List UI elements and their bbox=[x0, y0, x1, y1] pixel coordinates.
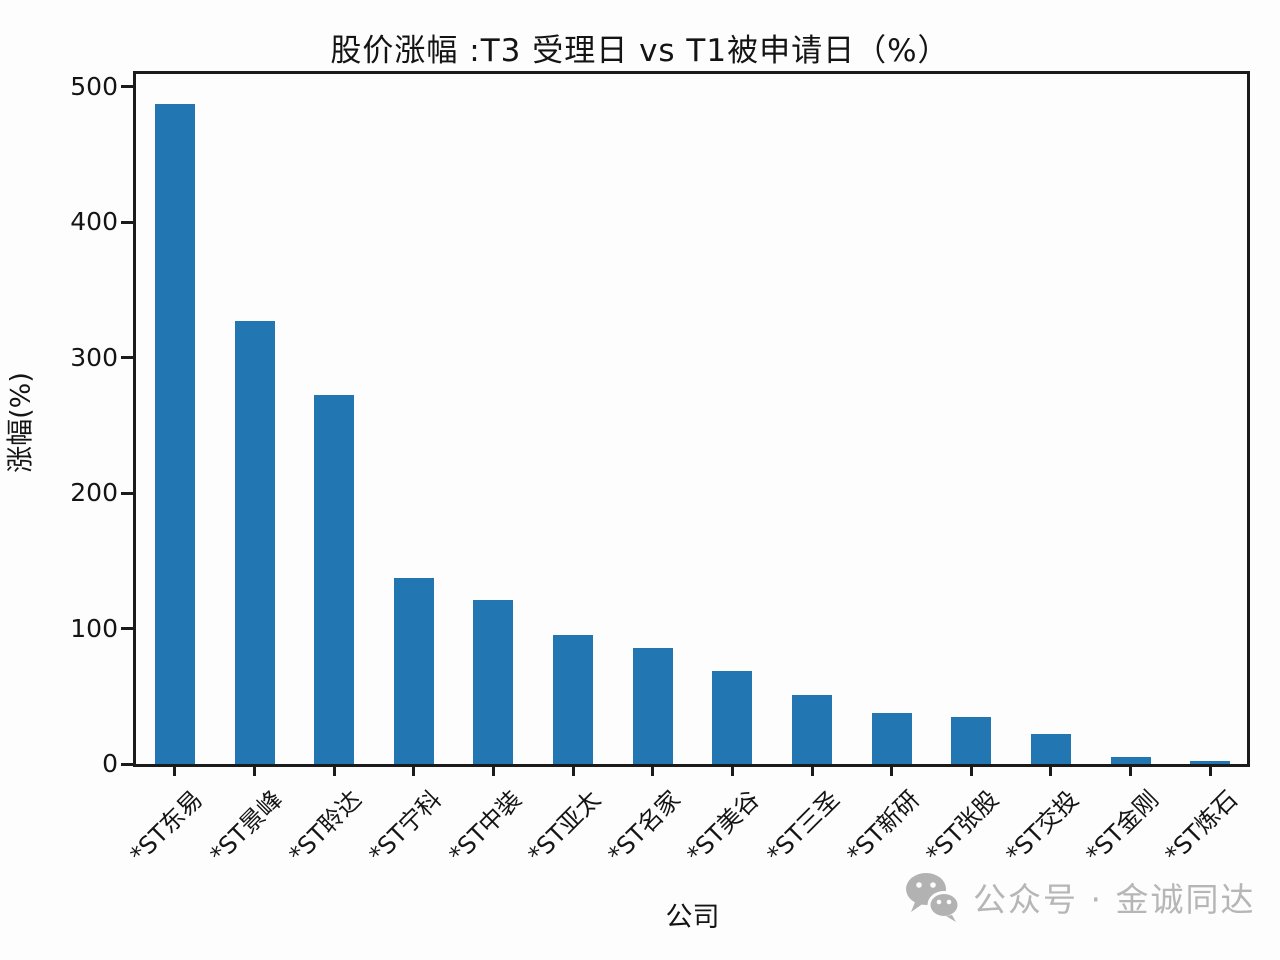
x-tick-label: *ST炼石 bbox=[1159, 785, 1244, 869]
x-axis-bottom-spine bbox=[133, 764, 1250, 767]
y-tick-label: 400 bbox=[70, 207, 118, 236]
x-tick-label: *ST三圣 bbox=[761, 785, 846, 869]
x-tick bbox=[412, 764, 416, 776]
x-tick bbox=[810, 764, 814, 776]
y-tick-label: 300 bbox=[70, 342, 118, 372]
bar-*ST景峰 bbox=[234, 320, 275, 764]
x-tick bbox=[969, 764, 973, 776]
bar-*ST金刚 bbox=[1110, 757, 1151, 764]
bar-*ST宁科 bbox=[393, 578, 434, 764]
x-tick-label: *ST亚太 bbox=[522, 785, 607, 869]
x-tick bbox=[890, 764, 894, 776]
bar-*ST张股 bbox=[951, 716, 992, 764]
x-tick-label: *ST金刚 bbox=[1080, 785, 1164, 869]
x-tick-label: *ST中装 bbox=[443, 785, 527, 869]
right-spine bbox=[1247, 71, 1250, 767]
bar-*ST中装 bbox=[473, 600, 514, 764]
y-axis-title: 涨幅(%) bbox=[5, 372, 37, 473]
bar-*ST名家 bbox=[632, 647, 673, 764]
y-tick bbox=[121, 762, 134, 766]
y-tick-label: 500 bbox=[70, 71, 118, 101]
x-tick bbox=[1129, 764, 1132, 776]
bar-*ST美谷 bbox=[712, 670, 753, 764]
y-axis-left-spine bbox=[133, 71, 136, 767]
x-tick bbox=[1208, 764, 1212, 776]
y-tick-label: 200 bbox=[70, 478, 118, 507]
x-tick-label: *ST景峰 bbox=[204, 785, 288, 869]
x-tick-label: *ST美谷 bbox=[681, 785, 766, 869]
bar-*ST聆达 bbox=[314, 395, 355, 764]
x-tick bbox=[651, 764, 655, 776]
x-tick bbox=[1049, 764, 1053, 776]
x-tick bbox=[173, 764, 177, 776]
x-tick bbox=[253, 764, 256, 776]
y-tick bbox=[121, 356, 134, 359]
y-tick bbox=[121, 491, 134, 495]
bar-*ST交投 bbox=[1030, 734, 1071, 764]
x-tick-label: *ST聆达 bbox=[283, 785, 368, 869]
x-tick-label: *ST东易 bbox=[124, 785, 208, 869]
y-tick bbox=[121, 85, 134, 88]
x-tick-label: *ST新研 bbox=[841, 785, 925, 869]
wechat-icon bbox=[905, 872, 961, 922]
x-tick-label: *ST交投 bbox=[1000, 785, 1084, 869]
chart-title: 股价涨幅 :T3 受理日 vs T1被申请日（%） bbox=[330, 33, 950, 69]
bar-*ST东易 bbox=[154, 104, 195, 764]
x-tick bbox=[730, 764, 734, 776]
x-tick bbox=[571, 764, 575, 776]
top-spine bbox=[133, 71, 1250, 74]
x-tick bbox=[332, 764, 336, 776]
y-tick-label: 0 bbox=[102, 749, 118, 778]
bar-*ST亚太 bbox=[553, 635, 593, 764]
y-tick bbox=[121, 220, 134, 224]
y-tick bbox=[121, 627, 134, 630]
x-tick-label: *ST宁科 bbox=[363, 785, 447, 869]
x-tick-label: *ST名家 bbox=[602, 785, 686, 869]
x-tick-label: *ST张股 bbox=[920, 785, 1005, 869]
y-tick-label: 100 bbox=[70, 613, 118, 643]
bar-*ST三圣 bbox=[792, 694, 832, 764]
watermark-text: 公众号 · 金诚同达 bbox=[973, 880, 1256, 919]
bar-*ST炼石 bbox=[1190, 761, 1231, 764]
x-axis-title: 公司 bbox=[665, 902, 720, 933]
x-tick bbox=[491, 764, 495, 776]
bar-*ST新研 bbox=[871, 712, 912, 764]
watermark: 公众号 · 金诚同达 bbox=[905, 872, 1255, 922]
